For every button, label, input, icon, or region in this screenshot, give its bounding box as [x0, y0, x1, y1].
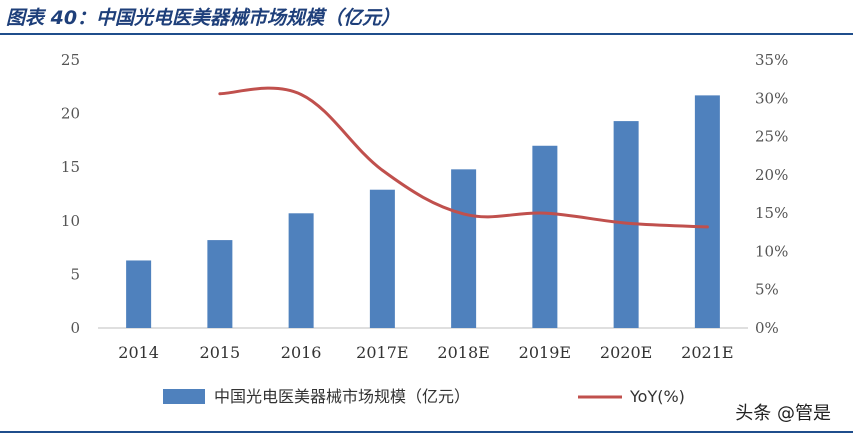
y-right-tick-label: 10%: [755, 242, 788, 260]
legend-label-bar: 中国光电医美器械市场规模（亿元）: [214, 387, 470, 406]
title-bar: 图表 40：中国光电医美器械市场规模（亿元）: [0, 0, 853, 35]
bar: [369, 189, 395, 328]
y-right-tick-label: 20%: [755, 166, 788, 184]
y-right-tick-label: 30%: [755, 89, 788, 107]
y-left-tick-label: 25: [61, 51, 80, 69]
y-right-tick-label: 25%: [755, 128, 788, 146]
x-tick-label: 2021E: [681, 343, 733, 362]
y-left-tick-label: 10: [61, 212, 80, 230]
chart-title: 图表 40：中国光电医美器械市场规模（亿元）: [6, 7, 401, 29]
bar: [451, 169, 477, 328]
y-right-tick-label: 35%: [755, 51, 788, 69]
watermark: 头条 @管是: [735, 403, 831, 424]
x-tick-label: 2015: [200, 343, 241, 362]
legend-label-line: YoY(%): [629, 387, 685, 406]
legend-swatch-bar: [163, 389, 205, 404]
y-left-tick-label: 15: [61, 158, 80, 176]
x-tick-label: 2019E: [519, 343, 571, 362]
bar: [532, 145, 558, 328]
x-tick-label: 2014: [118, 343, 159, 362]
yoy-line: [218, 86, 709, 229]
y-right-tick-label: 5%: [755, 281, 779, 299]
x-tick-label: 2016: [281, 343, 322, 362]
bar: [207, 240, 233, 328]
bar: [288, 213, 314, 328]
y-left-tick-label: 5: [70, 265, 80, 283]
x-tick-label: 2018E: [437, 343, 489, 362]
y-left-tick-label: 20: [61, 105, 80, 123]
title-rule: [0, 33, 853, 35]
y-right-tick-label: 0%: [755, 319, 779, 337]
bottom-rule: [0, 431, 853, 433]
bar: [694, 95, 720, 328]
bar: [126, 260, 152, 328]
y-left-tick-label: 0: [70, 319, 80, 337]
y-right-tick-label: 15%: [755, 204, 788, 222]
x-tick-label: 2020E: [600, 343, 652, 362]
x-tick-label: 2017E: [356, 343, 408, 362]
